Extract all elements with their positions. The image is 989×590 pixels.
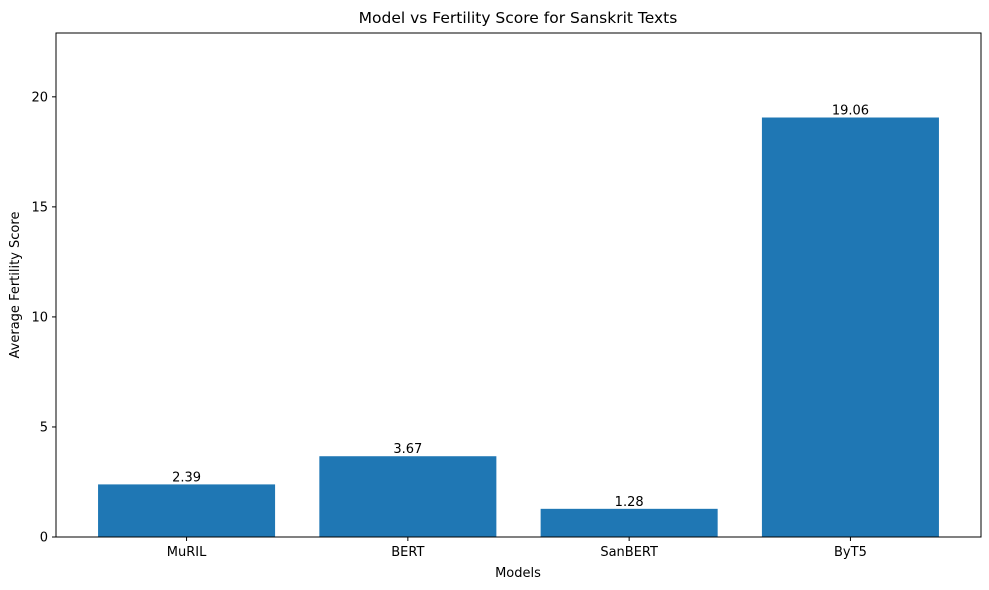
- y-tick-label-10: 10: [31, 310, 48, 325]
- y-tick-label-5: 5: [40, 420, 48, 435]
- bars-group: [98, 117, 939, 537]
- data-label-byt5: 19.06: [832, 104, 869, 119]
- y-tick-label-0: 0: [40, 531, 48, 546]
- x-tick-label-muril: MuRIL: [167, 545, 207, 560]
- y-axis-label: Average Fertility Score: [8, 212, 23, 359]
- plot-frame: [55, 32, 982, 538]
- x-tick-label-bert: BERT: [391, 545, 424, 560]
- y-axis: 0 5 10 15 20: [31, 90, 56, 546]
- data-label-sanbert: 1.28: [615, 495, 644, 510]
- bar-byt5: [761, 117, 939, 537]
- x-axis: MuRIL BERT SanBERT ByT5: [167, 537, 867, 560]
- x-axis-label: Models: [495, 566, 541, 581]
- bar-muril: [98, 484, 276, 537]
- y-tick-label-15: 15: [31, 200, 48, 215]
- data-label-muril: 2.39: [172, 470, 201, 485]
- y-tick-label-20: 20: [31, 90, 48, 105]
- bar-sanbert: [540, 508, 718, 537]
- x-tick-label-sanbert: SanBERT: [600, 545, 658, 560]
- bar-bert: [319, 456, 497, 537]
- data-labels-group: 2.39 3.67 1.28 19.06: [172, 104, 869, 510]
- chart-title: Model vs Fertility Score for Sanskrit Te…: [359, 9, 678, 27]
- data-label-bert: 3.67: [393, 442, 422, 457]
- x-tick-label-byt5: ByT5: [834, 545, 867, 560]
